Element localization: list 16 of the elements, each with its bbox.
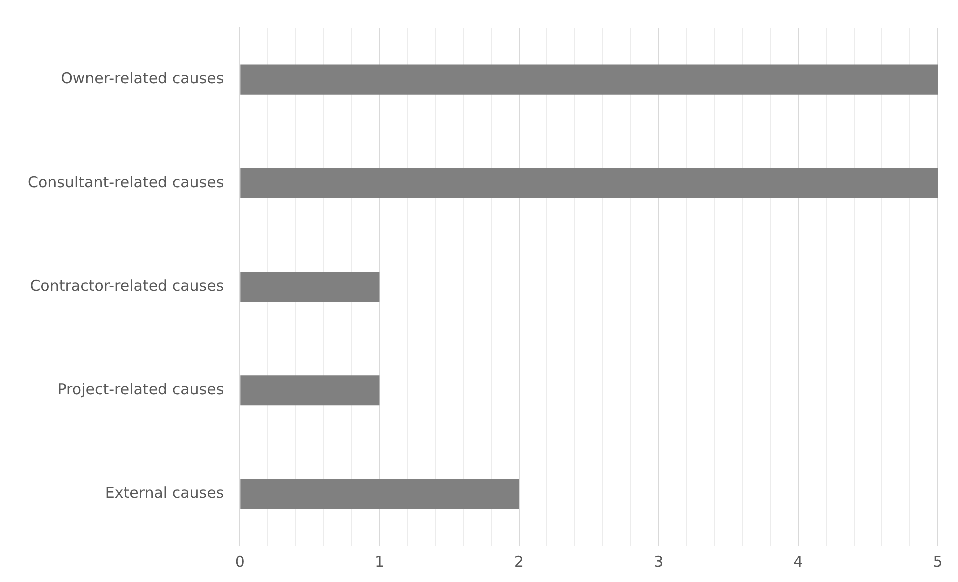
y-tick-label: Owner-related causes xyxy=(61,70,224,88)
y-tick-label: Contractor-related causes xyxy=(30,276,224,295)
x-tick-label: 2 xyxy=(514,552,524,571)
bar xyxy=(240,376,380,406)
x-tick-label: 1 xyxy=(374,552,384,571)
x-tick-label: 4 xyxy=(794,552,804,571)
y-tick-label: Consultant-related causes xyxy=(28,173,224,192)
x-tick-label: 3 xyxy=(654,552,664,571)
y-tick-label: External causes xyxy=(105,484,224,502)
x-tick-label: 5 xyxy=(933,552,943,571)
bar xyxy=(240,168,938,198)
x-tick-label: 0 xyxy=(235,552,245,571)
y-tick-label: Project-related causes xyxy=(58,380,224,398)
bar xyxy=(240,64,938,95)
bar xyxy=(240,272,380,302)
bar xyxy=(240,479,520,510)
